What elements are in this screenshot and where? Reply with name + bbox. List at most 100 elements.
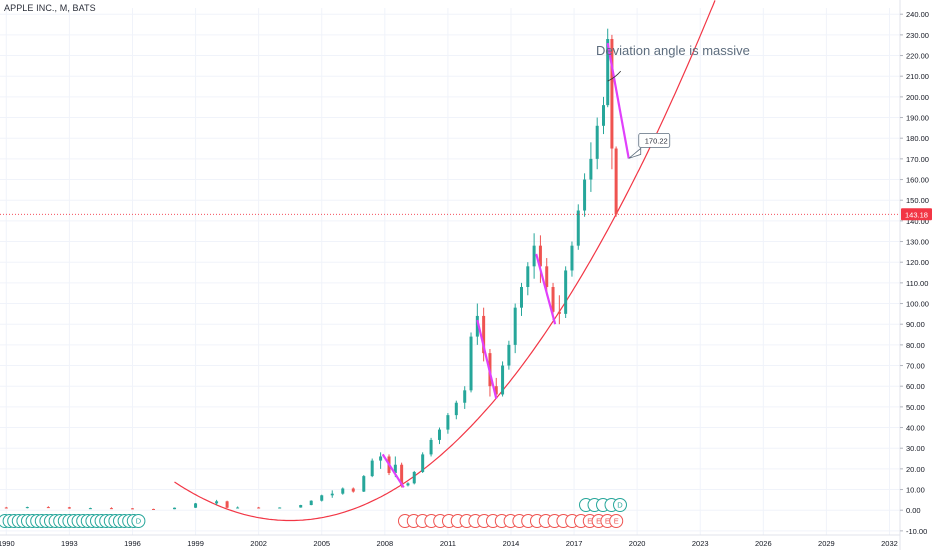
candle-body bbox=[215, 501, 219, 504]
price-tag-bg bbox=[901, 208, 932, 221]
annotation-text[interactable]: Deviation angle is massive bbox=[596, 43, 750, 58]
x-tick-label: 1996 bbox=[124, 539, 141, 548]
event-marker-letter: E bbox=[587, 517, 592, 526]
candle-body bbox=[109, 508, 113, 510]
y-tick-label: 80.00 bbox=[906, 341, 925, 350]
price-callout[interactable]: 170.22 bbox=[628, 133, 671, 159]
callout-pointer bbox=[628, 147, 642, 159]
x-tick-label: 2014 bbox=[503, 539, 520, 548]
y-tick-label: 210.00 bbox=[906, 72, 929, 81]
y-tick-label: 60.00 bbox=[906, 382, 925, 391]
x-tick-label: 2005 bbox=[313, 539, 330, 548]
candle-body bbox=[46, 507, 50, 509]
trendline bbox=[381, 453, 405, 489]
callout-box bbox=[638, 133, 671, 148]
y-tick-label: 10.00 bbox=[906, 486, 925, 495]
candles bbox=[4, 28, 618, 510]
candle-body bbox=[507, 344, 511, 366]
candle-body bbox=[532, 245, 536, 267]
y-tick-label: 240.00 bbox=[906, 10, 929, 19]
callout-label: 170.22 bbox=[645, 136, 668, 145]
event-marker bbox=[131, 514, 146, 528]
candle-body bbox=[299, 505, 303, 508]
candle-body bbox=[257, 507, 261, 509]
event-marker-letter: E bbox=[596, 517, 601, 526]
x-tick-label: 2008 bbox=[376, 539, 393, 548]
symbol-label: APPLE INC., M, BATS bbox=[4, 3, 96, 13]
candle-body bbox=[513, 307, 517, 345]
event-marker-letter: E bbox=[605, 517, 610, 526]
x-tick-label: 1990 bbox=[0, 539, 15, 548]
candle-body bbox=[4, 507, 8, 509]
x-tick-label: 2017 bbox=[566, 539, 583, 548]
candle-body bbox=[152, 508, 156, 510]
grid bbox=[0, 8, 900, 535]
y-axis[interactable]: 240.00 230.00 220.00 210.00 200.00 190.00 180.… bbox=[899, 0, 929, 550]
candle-body bbox=[614, 148, 618, 215]
candle-body bbox=[421, 454, 425, 472]
x-tick-label: 2020 bbox=[629, 539, 646, 548]
parabola-curve[interactable] bbox=[174, 0, 716, 522]
candle-body bbox=[610, 39, 614, 149]
y-tick-label: 0.00 bbox=[906, 506, 921, 515]
x-tick-label: 2029 bbox=[818, 539, 835, 548]
candle-body bbox=[526, 266, 530, 287]
candle-body bbox=[25, 507, 29, 509]
candle-body bbox=[463, 390, 467, 403]
candle-body bbox=[330, 493, 334, 496]
y-tick-label: 190.00 bbox=[906, 114, 929, 123]
candle-body bbox=[437, 429, 441, 440]
candle-body bbox=[130, 508, 134, 510]
candle-body bbox=[406, 483, 410, 486]
event-marker bbox=[609, 514, 624, 528]
parabola-path bbox=[174, 0, 716, 522]
candle-body bbox=[482, 315, 486, 354]
candle-body bbox=[538, 245, 542, 267]
candle-body bbox=[564, 270, 568, 314]
candle-body bbox=[557, 311, 561, 314]
candle-body bbox=[393, 464, 397, 473]
y-tick-label: 120.00 bbox=[906, 258, 929, 267]
event-markers[interactable]: D E E E ED bbox=[0, 498, 627, 528]
candle-body bbox=[370, 460, 374, 477]
y-tick-label: 40.00 bbox=[906, 424, 925, 433]
candle-body bbox=[278, 507, 282, 509]
y-tick-label: 160.00 bbox=[906, 176, 929, 185]
candle-body bbox=[429, 439, 433, 455]
y-tick-label: 90.00 bbox=[906, 320, 925, 329]
candle-body bbox=[88, 508, 92, 510]
candle-body bbox=[400, 464, 404, 486]
candle-body bbox=[67, 507, 71, 509]
candle-body bbox=[570, 245, 574, 271]
candle-body bbox=[551, 287, 555, 312]
trendline bbox=[535, 253, 557, 325]
candle-body bbox=[494, 386, 498, 395]
candle-body bbox=[606, 39, 610, 106]
candle-body bbox=[595, 125, 599, 159]
angle-arc bbox=[607, 70, 622, 82]
candle-body bbox=[454, 402, 458, 416]
x-axis[interactable]: 1990 1993 1996 1999 2002 2005 2008 2011 2014 2017… bbox=[0, 534, 900, 548]
x-tick-label: 2032 bbox=[881, 539, 898, 548]
event-marker-letter: D bbox=[617, 501, 623, 510]
y-tick-label: 100.00 bbox=[906, 300, 929, 309]
candle-body bbox=[576, 210, 580, 246]
y-tick-label: 50.00 bbox=[906, 403, 925, 412]
event-marker bbox=[613, 498, 627, 512]
candle-body bbox=[351, 488, 355, 492]
candle-body bbox=[501, 365, 505, 395]
y-tick-label: 230.00 bbox=[906, 31, 929, 40]
candle-body bbox=[412, 471, 416, 484]
candle-body bbox=[341, 488, 345, 494]
y-tick-label: 30.00 bbox=[906, 444, 925, 453]
y-tick-label: 70.00 bbox=[906, 362, 925, 371]
candle-body bbox=[583, 179, 587, 211]
candle-body bbox=[545, 266, 549, 287]
trendlines[interactable] bbox=[381, 42, 630, 489]
y-tick-label: 200.00 bbox=[906, 93, 929, 102]
x-tick-label: 2023 bbox=[692, 539, 709, 548]
y-tick-label: 150.00 bbox=[906, 196, 929, 205]
candle-body bbox=[379, 456, 383, 461]
